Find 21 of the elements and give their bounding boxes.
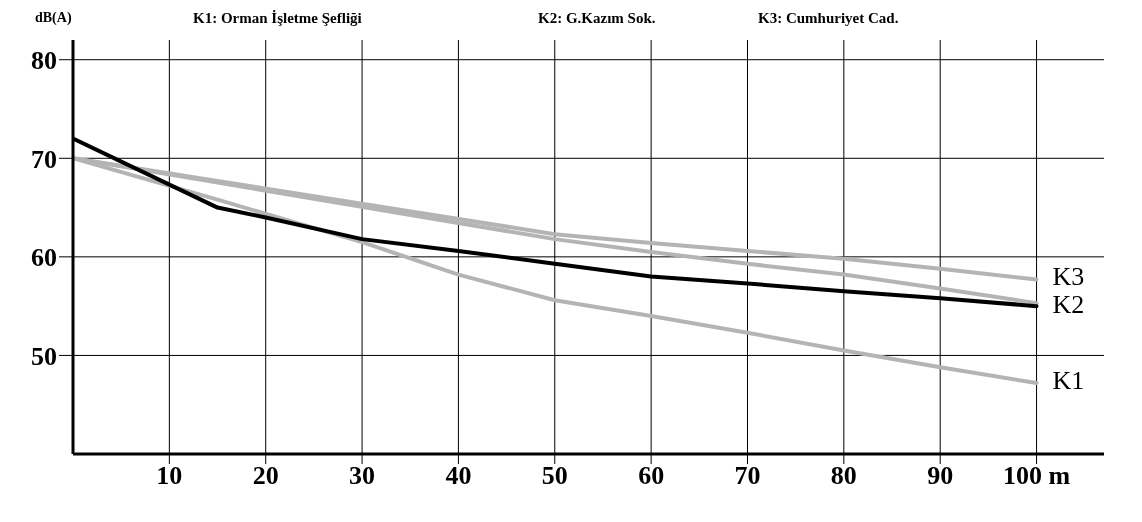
text: K3: Cumhuriyet Cad. xyxy=(758,10,899,27)
y-tick-label: 50 xyxy=(31,341,57,371)
series-label: K2 xyxy=(1052,290,1085,320)
x-tick-label: 100 m xyxy=(1002,461,1071,491)
text: K2: G.Kazım Sok. xyxy=(538,10,656,27)
x-tick-label: 30 xyxy=(349,461,376,491)
x-tick-label: 50 xyxy=(541,461,568,491)
x-tick-label: 40 xyxy=(445,461,472,491)
x-tick-label: 90 xyxy=(927,461,954,491)
text: K1: Orman İşletme Şefliği xyxy=(193,10,362,27)
y-tick-label: 80 xyxy=(31,45,57,75)
x-tick-label: 80 xyxy=(830,461,857,491)
series-label: K3 xyxy=(1052,262,1085,292)
y-tick-label: 70 xyxy=(31,144,57,174)
x-tick-label: 60 xyxy=(638,461,665,491)
series-label: K1 xyxy=(1052,366,1085,395)
x-tick-label: 10 xyxy=(156,461,183,491)
x-tick-label: 20 xyxy=(252,461,279,491)
x-tick-label: 70 xyxy=(734,461,761,491)
y-tick-label: 60 xyxy=(31,243,57,273)
y-axis-title: dB(A) xyxy=(35,10,72,26)
